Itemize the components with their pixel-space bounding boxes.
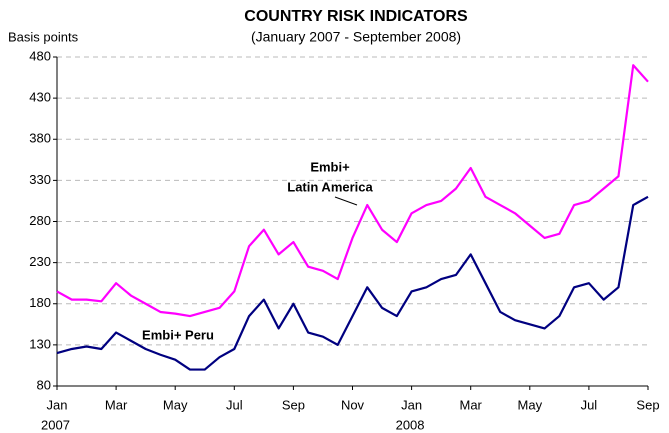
year-label: 2008	[396, 417, 425, 432]
series-line	[56, 64, 649, 318]
annotation: Embi+ Peru	[142, 327, 214, 342]
series-line	[56, 195, 649, 371]
y-axis-label: Basis points	[8, 29, 79, 44]
annotation: Latin America	[287, 179, 373, 194]
y-tick-label: 180	[29, 295, 51, 310]
x-tick-label: Jul	[581, 397, 598, 412]
x-tick-label: Mar	[105, 397, 128, 412]
annotation: Embi+	[310, 159, 350, 174]
x-tick-label: Sep	[282, 397, 305, 412]
y-tick-label: 280	[29, 213, 51, 228]
x-tick-label: Jan	[47, 397, 68, 412]
x-tick-label: Nov	[341, 397, 365, 412]
x-tick-label: Jan	[401, 397, 422, 412]
year-label: 2007	[41, 417, 70, 432]
y-tick-label: 80	[37, 377, 51, 392]
y-tick-label: 130	[29, 336, 51, 351]
x-tick-label: May	[163, 397, 188, 412]
x-tick-label: Mar	[460, 397, 483, 412]
y-tick-label: 230	[29, 254, 51, 269]
y-tick-label: 430	[29, 90, 51, 105]
annotation-arrow	[334, 196, 358, 206]
y-tick-label: 480	[29, 48, 51, 63]
chart-title: COUNTRY RISK INDICATORS	[244, 8, 468, 25]
chart-subtitle: (January 2007 - September 2008)	[251, 29, 461, 45]
x-tick-label: Jul	[226, 397, 243, 412]
x-tick-label: Sep	[636, 397, 659, 412]
x-tick-label: May	[518, 397, 543, 412]
y-tick-label: 330	[29, 172, 51, 187]
y-tick-label: 380	[29, 131, 51, 146]
